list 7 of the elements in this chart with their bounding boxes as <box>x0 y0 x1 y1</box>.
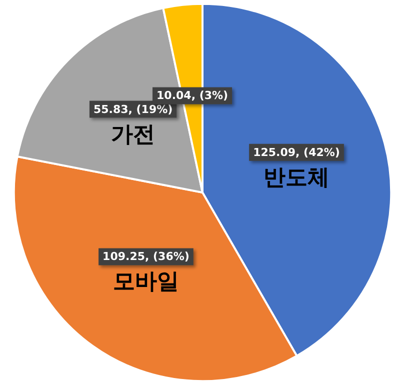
slice-label: 반도체 <box>264 165 330 190</box>
data-label: 55.83, (19%) <box>93 102 173 116</box>
slice-label: 가전 <box>111 122 156 148</box>
data-label: 10.04, (3%) <box>156 89 228 102</box>
data-label: 125.09, (42%) <box>253 146 340 159</box>
data-label: 109.25, (36%) <box>102 250 190 264</box>
slice-label: 모바일 <box>112 270 179 295</box>
